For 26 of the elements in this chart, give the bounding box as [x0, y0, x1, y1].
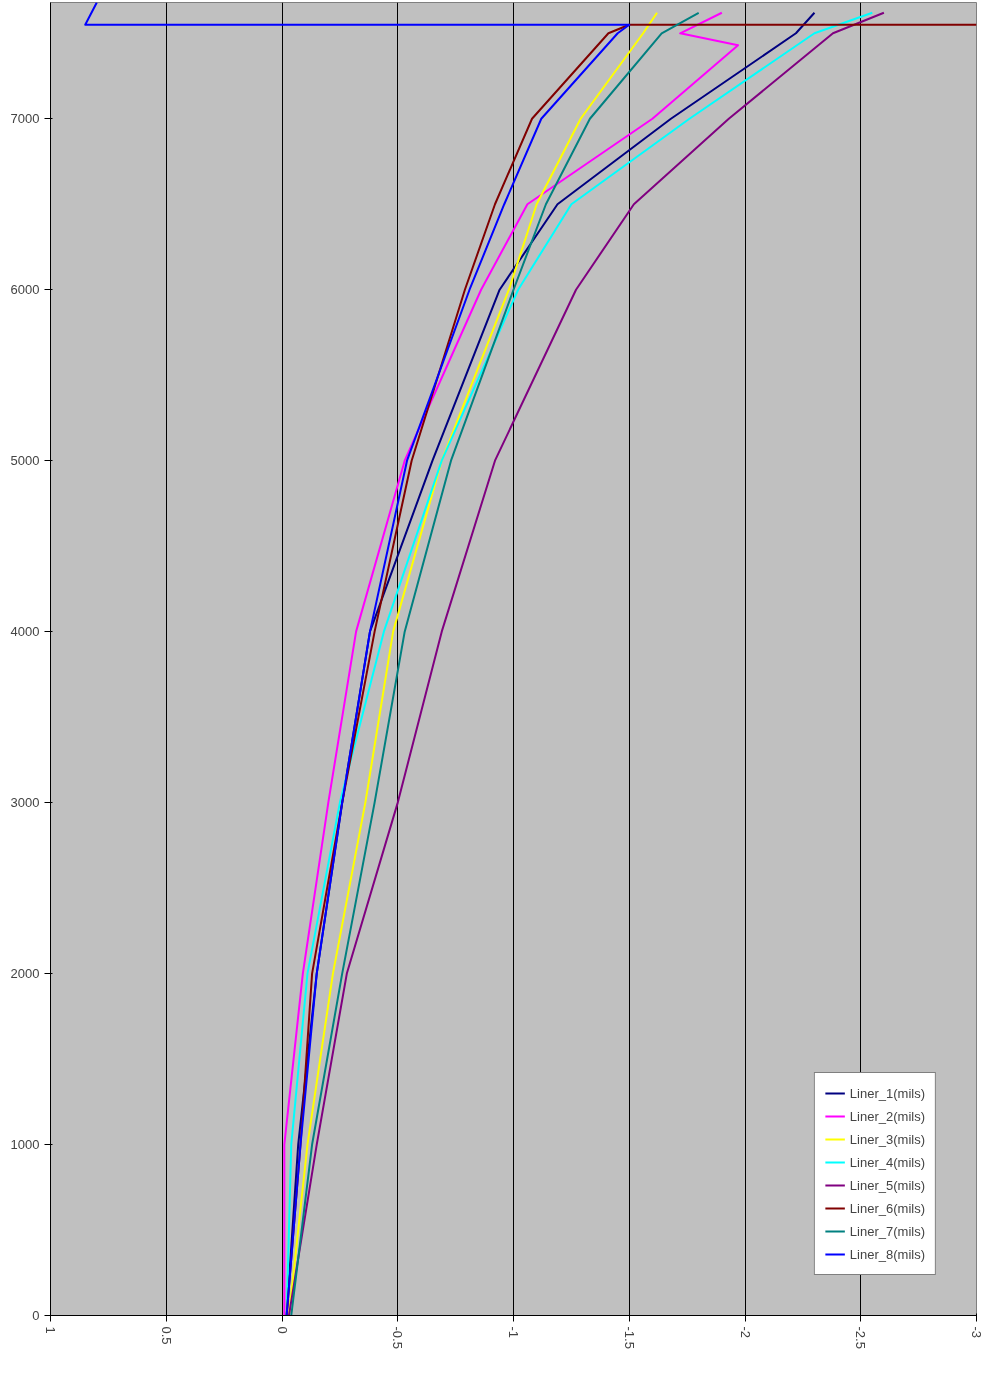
legend-label: Liner_6(mils): [849, 1200, 925, 1216]
x-tick-label: -2.5: [853, 1326, 869, 1349]
legend-label: Liner_2(mils): [849, 1108, 925, 1124]
y-tick-label: 1000: [10, 1137, 40, 1153]
y-tick-label: 4000: [10, 624, 40, 640]
y-tick-label: 5000: [10, 453, 40, 469]
y-tick-label: 0: [32, 1308, 40, 1323]
x-tick-label: -1.5: [621, 1326, 637, 1349]
x-tick-label: -0.5: [390, 1326, 406, 1349]
legend-label: Liner_1(mils): [849, 1085, 925, 1101]
x-tick-label: -2: [737, 1326, 753, 1339]
legend-label: Liner_8(mils): [849, 1246, 925, 1262]
y-tick-label: 3000: [10, 795, 40, 811]
line-series: [84, 2, 631, 1316]
y-tick-label: 6000: [10, 282, 40, 298]
x-tick-label: 0.5: [158, 1326, 174, 1345]
legend-label: Liner_4(mils): [849, 1154, 925, 1170]
y-tick-label: 2000: [10, 966, 40, 982]
legend-label: Liner_7(mils): [849, 1223, 925, 1239]
legend-label: Liner_5(mils): [849, 1177, 925, 1193]
x-tick-label: -3: [969, 1326, 984, 1339]
legend-label: Liner_3(mils): [849, 1131, 925, 1147]
x-tick-label: -1: [506, 1326, 521, 1339]
x-tick-label: 0: [274, 1326, 290, 1334]
x-tick-label: 1: [43, 1326, 58, 1334]
y-tick-label: 7000: [10, 111, 40, 127]
